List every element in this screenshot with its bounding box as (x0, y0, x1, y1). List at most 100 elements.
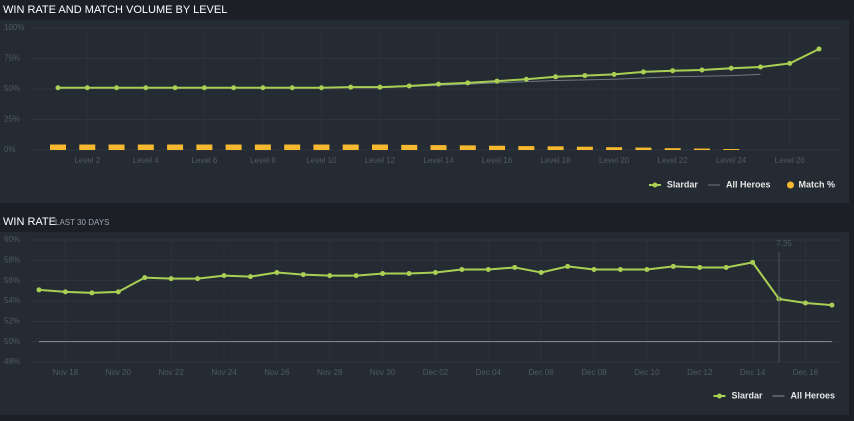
data-point (353, 273, 359, 279)
x-tick-label: Dec 12 (687, 368, 713, 377)
data-point (260, 85, 266, 91)
y-tick-label: 56% (4, 276, 20, 285)
data-point (582, 73, 588, 79)
data-point (432, 270, 438, 276)
x-tick-label: Nov 28 (317, 368, 343, 377)
panel (0, 232, 849, 415)
bar (401, 144, 418, 150)
x-tick-label: Nov 20 (106, 368, 132, 377)
legend-label: Slardar (667, 179, 699, 189)
data-point (523, 76, 529, 82)
bar (459, 145, 476, 150)
bar (79, 144, 96, 150)
data-point (494, 78, 500, 84)
data-point (380, 271, 386, 277)
data-point (670, 68, 676, 74)
y-tick-label: 25% (4, 115, 20, 124)
data-point (115, 289, 121, 295)
data-point (565, 263, 571, 269)
x-tick-label: Level 12 (365, 156, 396, 165)
bar (50, 144, 66, 150)
x-tick-label: Level 22 (658, 156, 689, 165)
data-point (591, 266, 597, 272)
data-point (36, 287, 42, 293)
data-point (699, 67, 705, 73)
legend-marker (652, 182, 658, 188)
bar (489, 145, 506, 150)
bar (606, 147, 623, 150)
x-tick-label: Level 14 (423, 156, 454, 165)
y-tick-label: 50% (4, 84, 20, 93)
data-point (143, 85, 149, 91)
bar (576, 146, 593, 150)
x-tick-label: Level 2 (74, 156, 100, 165)
x-tick-label: Dec 08 (581, 368, 607, 377)
bar (284, 144, 301, 150)
y-tick-label: 60% (4, 235, 20, 244)
x-tick-label: Nov 22 (158, 368, 184, 377)
x-tick-label: Nov 30 (370, 368, 396, 377)
data-point (670, 263, 676, 269)
data-point (89, 290, 95, 296)
data-point (84, 85, 90, 91)
data-point (697, 264, 703, 270)
y-tick-label: 0% (4, 145, 16, 154)
bar (547, 146, 564, 150)
data-point (348, 84, 354, 90)
data-point (142, 275, 148, 281)
x-tick-label: Nov 24 (211, 368, 237, 377)
bar (137, 144, 154, 150)
data-point (465, 80, 471, 86)
y-tick-label: 58% (4, 255, 20, 264)
data-point (611, 71, 617, 77)
data-point (538, 270, 544, 276)
y-tick-label: 50% (4, 337, 20, 346)
x-tick-label: Dec 04 (476, 368, 502, 377)
data-point (274, 270, 280, 276)
x-tick-label: Level 16 (482, 156, 513, 165)
x-tick-label: Level 4 (133, 156, 159, 165)
data-point (114, 85, 120, 91)
x-tick-label: Level 10 (306, 156, 337, 165)
bar (108, 144, 125, 150)
x-tick-label: Nov 18 (53, 368, 79, 377)
y-tick-label: 52% (4, 316, 20, 325)
x-tick-label: Dec 02 (423, 368, 449, 377)
bar (225, 144, 242, 150)
legend-label: All Heroes (790, 390, 835, 400)
data-point (829, 302, 835, 308)
data-point (231, 85, 237, 91)
data-point (640, 69, 646, 75)
legend-label: Slardar (731, 390, 763, 400)
panel (0, 20, 849, 203)
data-point (221, 273, 227, 279)
chart-title: WIN RATE AND MATCH VOLUME BY LEVEL (3, 4, 227, 16)
bar (635, 147, 652, 150)
data-point (195, 276, 201, 282)
data-point (62, 289, 68, 295)
data-point (728, 65, 734, 71)
bar (723, 149, 740, 150)
data-point (201, 85, 207, 91)
x-tick-label: Dec 14 (740, 368, 766, 377)
bar (196, 144, 213, 150)
chart-title: WIN RATE (3, 216, 56, 228)
x-tick-label: Level 20 (599, 156, 630, 165)
data-point (406, 83, 412, 89)
data-point (750, 259, 756, 265)
legend-label: All Heroes (726, 179, 771, 189)
bar (313, 144, 330, 150)
data-point (757, 64, 763, 70)
data-point (172, 85, 178, 91)
chart-subtitle: LAST 30 DAYS (55, 218, 109, 227)
data-point (553, 74, 559, 80)
data-point (485, 266, 491, 272)
x-tick-label: Level 6 (191, 156, 217, 165)
y-tick-label: 100% (4, 23, 24, 32)
x-tick-label: Dec 06 (528, 368, 554, 377)
bar (518, 146, 535, 150)
data-point (512, 264, 518, 270)
bar (167, 144, 184, 150)
bar (693, 148, 710, 150)
data-point (327, 273, 333, 279)
